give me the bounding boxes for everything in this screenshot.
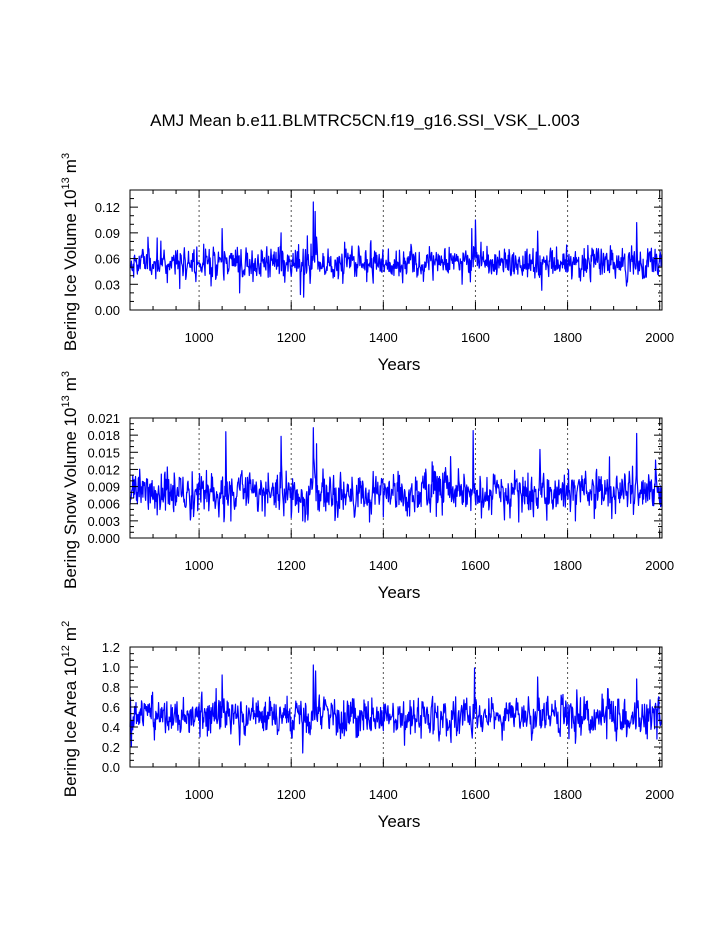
y-tick-label: 0.000 xyxy=(87,531,120,546)
x-tick-label: 1600 xyxy=(461,330,490,345)
x-tick-label: 2000 xyxy=(645,330,674,345)
x-axis-label: Years xyxy=(378,583,421,602)
y-tick-label: 1.0 xyxy=(102,660,120,675)
plot-frame xyxy=(129,417,663,539)
x-tick-label: 1800 xyxy=(553,787,582,802)
x-tick-label: 1400 xyxy=(369,558,398,573)
x-tick-label: 1200 xyxy=(277,787,306,802)
x-tick-label: 1200 xyxy=(277,330,306,345)
y-tick-label: 0.0 xyxy=(102,760,120,775)
y-axis-label: Bering Ice Area 1012m2 xyxy=(60,621,80,797)
y-tick-label: 0.00 xyxy=(95,303,120,318)
series-line xyxy=(129,664,663,754)
x-tick-label: 1000 xyxy=(185,558,214,573)
x-axis-label: Years xyxy=(378,812,421,831)
x-tick-label: 1000 xyxy=(185,330,214,345)
y-tick-label: 0.4 xyxy=(102,720,120,735)
x-tick-label: 1000 xyxy=(185,787,214,802)
y-tick-label: 0.8 xyxy=(102,680,120,695)
x-tick-label: 1400 xyxy=(369,330,398,345)
chart-panel-1: 1000 1200 1400 1600 1800 2000 0.00 0.03 0.06 0.09… xyxy=(60,153,674,374)
y-tick-label: 0.009 xyxy=(87,480,120,495)
y-tick-label: 0.015 xyxy=(87,445,120,460)
y-tick-label: 0.09 xyxy=(95,226,120,241)
y-tick-label: 0.012 xyxy=(87,462,120,477)
chart-panel-3: 1000 1200 1400 1600 1800 2000 0.0 0.2 0.4 0.6 0.8 1… xyxy=(60,621,674,831)
y-tick-label: 0.03 xyxy=(95,277,120,292)
y-tick-label: 0.006 xyxy=(87,497,120,512)
x-tick-label: 1800 xyxy=(553,330,582,345)
y-tick-label: 0.021 xyxy=(87,411,120,426)
x-tick-label: 1400 xyxy=(369,787,398,802)
x-tick-label: 2000 xyxy=(645,787,674,802)
x-tick-label: 1200 xyxy=(277,558,306,573)
panels-container: 1000 1200 1400 1600 1800 2000 0.00 0.03 0.06 0.09… xyxy=(60,153,674,831)
series-line xyxy=(129,427,663,523)
y-axis-label: Bering Ice Volume 1013m3 xyxy=(60,153,80,351)
y-tick-label: 0.12 xyxy=(95,200,120,215)
y-tick-label: 0.018 xyxy=(87,428,120,443)
x-tick-label: 1600 xyxy=(461,558,490,573)
series-line xyxy=(129,201,663,298)
y-tick-label: 1.2 xyxy=(102,640,120,655)
y-axis-label: Bering Snow Volume 1013m3 xyxy=(60,371,80,589)
x-tick-label: 1800 xyxy=(553,558,582,573)
y-tick-label: 0.2 xyxy=(102,740,120,755)
y-tick-label: 0.06 xyxy=(95,252,120,267)
x-tick-label: 2000 xyxy=(645,558,674,573)
chart-panel-2: 1000 1200 1400 1600 1800 2000 0.000 0.003 0.006 0… xyxy=(60,371,674,602)
x-axis-label: Years xyxy=(378,355,421,374)
y-tick-label: 0.6 xyxy=(102,700,120,715)
y-tick-label: 0.003 xyxy=(87,514,120,529)
x-tick-label: 1600 xyxy=(461,787,490,802)
chart-title: AMJ Mean b.e11.BLMTRC5CN.f19_g16.SSI_VSK… xyxy=(150,111,580,130)
